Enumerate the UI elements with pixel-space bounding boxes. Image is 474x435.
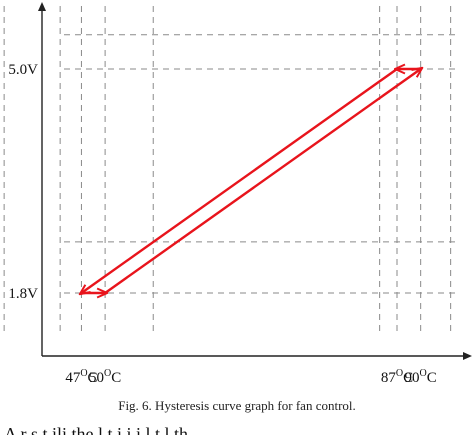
x-tick-label: 87OC [381,368,413,386]
x-tick-label: 47OC [65,368,97,386]
grid-lines [3,6,456,334]
figure-caption: Fig. 6. Hysteresis curve graph for fan c… [118,398,356,413]
cut-off-body-text: A r s t ili the l t i i i l t l th [4,424,188,435]
y-tick-labels: 1.8V 5.0V [8,62,38,302]
hysteresis-segment [81,67,399,293]
y-tick-label: 1.8V [8,286,38,302]
hysteresis-segment [103,69,421,295]
x-tick-label: 50OC [89,368,121,386]
y-tick-label: 5.0V [8,62,38,78]
hysteresis-series [81,69,420,293]
x-tick-label: 90OC [405,368,437,386]
